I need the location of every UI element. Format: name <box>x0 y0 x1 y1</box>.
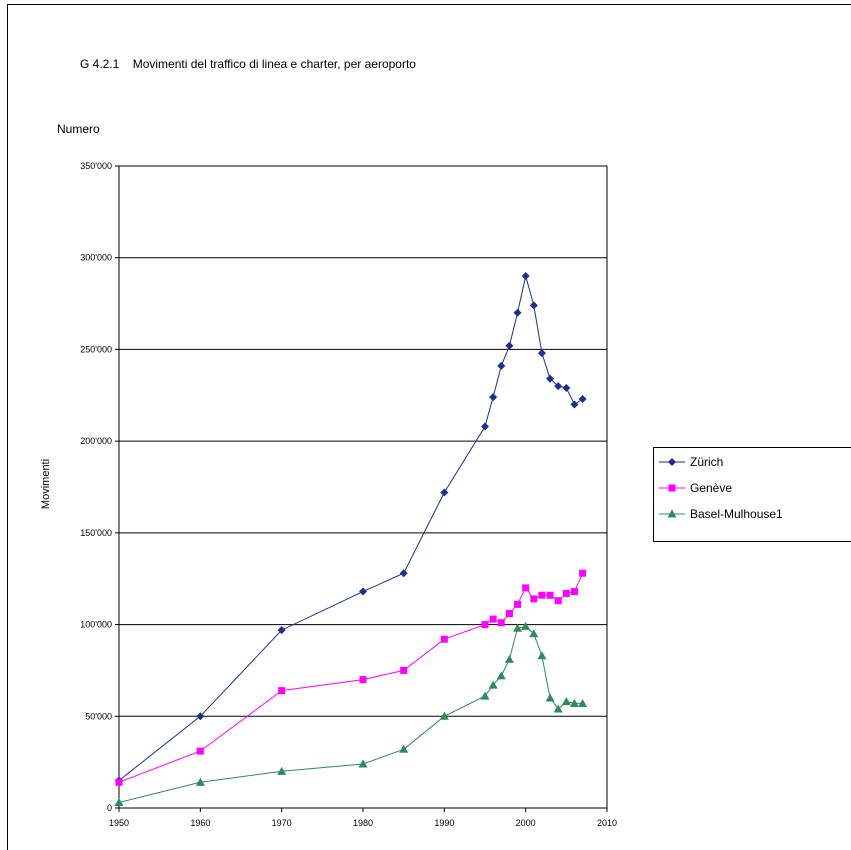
data-point-gen-ve <box>570 588 578 596</box>
data-point-basel-mulhouse1 <box>480 691 490 700</box>
legend-item-gen-ve: Genève <box>658 478 732 498</box>
series-line-z-rich <box>118 275 583 781</box>
data-point-basel-mulhouse1 <box>358 759 368 768</box>
y-tick-label: 50'000 <box>85 711 112 721</box>
data-point-z-rich <box>359 587 367 596</box>
legend-swatch <box>659 458 685 466</box>
data-point-z-rich <box>497 361 506 370</box>
legend-item-basel-mulhouse1: Basel-Mulhouse1 <box>658 504 783 524</box>
data-point-gen-ve <box>489 615 497 623</box>
data-point-z-rich <box>196 712 205 721</box>
y-tick-label: 200'000 <box>80 436 112 446</box>
data-point-z-rich <box>529 301 538 310</box>
data-point-gen-ve <box>546 591 554 599</box>
data-point-z-rich <box>562 383 571 392</box>
chart-title: G 4.2.1 Movimenti del traffico di linea … <box>80 57 416 71</box>
data-point-basel-mulhouse1 <box>504 654 514 663</box>
data-point-basel-mulhouse1 <box>578 698 588 707</box>
data-point-z-rich <box>537 349 546 358</box>
data-point-gen-ve <box>196 747 204 755</box>
legend-item-z-rich: Zürich <box>658 452 723 472</box>
x-tick-label: 1980 <box>353 818 373 828</box>
y-tick-label: 350'000 <box>80 161 112 171</box>
y-tick-label: 250'000 <box>80 344 112 354</box>
data-point-basel-mulhouse1 <box>521 621 531 630</box>
legend-label: Basel-Mulhouse1 <box>690 507 783 521</box>
data-point-z-rich <box>554 382 563 391</box>
data-point-z-rich <box>481 422 489 431</box>
data-point-z-rich <box>399 569 408 578</box>
y-tick-label: 150'000 <box>80 528 112 538</box>
data-point-gen-ve <box>115 778 123 786</box>
x-tick-label: 1990 <box>434 818 454 828</box>
legend: Zürich Genève Basel-Mulhouse1 <box>653 447 851 542</box>
y-unit-label: Numero <box>57 122 100 136</box>
data-point-z-rich <box>513 308 522 317</box>
data-point-basel-mulhouse1 <box>513 623 523 632</box>
chart-frame <box>7 4 851 850</box>
data-point-gen-ve <box>579 569 587 577</box>
x-tick-label: 2010 <box>597 818 617 828</box>
data-point-basel-mulhouse1 <box>195 777 205 786</box>
data-point-z-rich <box>570 400 579 409</box>
data-point-z-rich <box>521 272 530 281</box>
legend-label: Genève <box>690 481 733 495</box>
data-point-gen-ve <box>359 676 367 684</box>
data-point-gen-ve <box>505 610 513 618</box>
series-line-basel-mulhouse1 <box>118 625 583 803</box>
data-point-basel-mulhouse1 <box>537 651 547 660</box>
data-point-basel-mulhouse1 <box>496 671 506 680</box>
data-point-basel-mulhouse1 <box>488 680 498 689</box>
chart-code: G 4.2.1 <box>80 57 120 71</box>
data-point-basel-mulhouse1 <box>561 697 571 706</box>
data-point-gen-ve <box>530 595 538 603</box>
series-line-gen-ve <box>118 572 584 783</box>
data-point-gen-ve <box>400 666 408 674</box>
data-point-basel-mulhouse1 <box>569 698 579 707</box>
legend-swatch <box>659 484 685 492</box>
y-tick-label: 100'000 <box>80 620 112 630</box>
data-point-gen-ve <box>562 589 570 597</box>
data-point-basel-mulhouse1 <box>553 704 563 713</box>
data-point-gen-ve <box>554 597 562 605</box>
x-tick-label: 1950 <box>109 818 129 828</box>
data-point-basel-mulhouse1 <box>439 711 449 720</box>
data-point-gen-ve <box>497 619 505 627</box>
chart-title-text: Movimenti del traffico di linea e charte… <box>132 57 416 71</box>
legend-swatch <box>659 509 685 518</box>
data-point-z-rich <box>546 374 555 383</box>
data-point-z-rich <box>440 488 449 497</box>
y-tick-label: 0 <box>107 803 112 813</box>
data-point-z-rich <box>505 341 514 350</box>
data-point-basel-mulhouse1 <box>399 744 409 753</box>
data-point-basel-mulhouse1 <box>277 766 287 775</box>
data-point-gen-ve <box>514 600 522 608</box>
data-point-gen-ve <box>278 687 286 695</box>
data-point-basel-mulhouse1 <box>114 797 124 806</box>
legend-label: Zürich <box>690 455 724 469</box>
data-point-z-rich <box>489 393 498 402</box>
data-point-basel-mulhouse1 <box>545 693 555 702</box>
x-tick-label: 1970 <box>272 818 292 828</box>
y-tick-label: 300'000 <box>80 253 112 263</box>
data-point-gen-ve <box>522 584 530 592</box>
x-tick-label: 2000 <box>516 818 536 828</box>
data-point-gen-ve <box>440 635 448 643</box>
data-point-basel-mulhouse1 <box>529 629 539 638</box>
x-tick-label: 1960 <box>190 818 210 828</box>
data-point-gen-ve <box>481 621 489 629</box>
data-point-z-rich <box>277 626 286 635</box>
data-point-gen-ve <box>538 591 546 599</box>
data-point-z-rich <box>578 394 587 403</box>
